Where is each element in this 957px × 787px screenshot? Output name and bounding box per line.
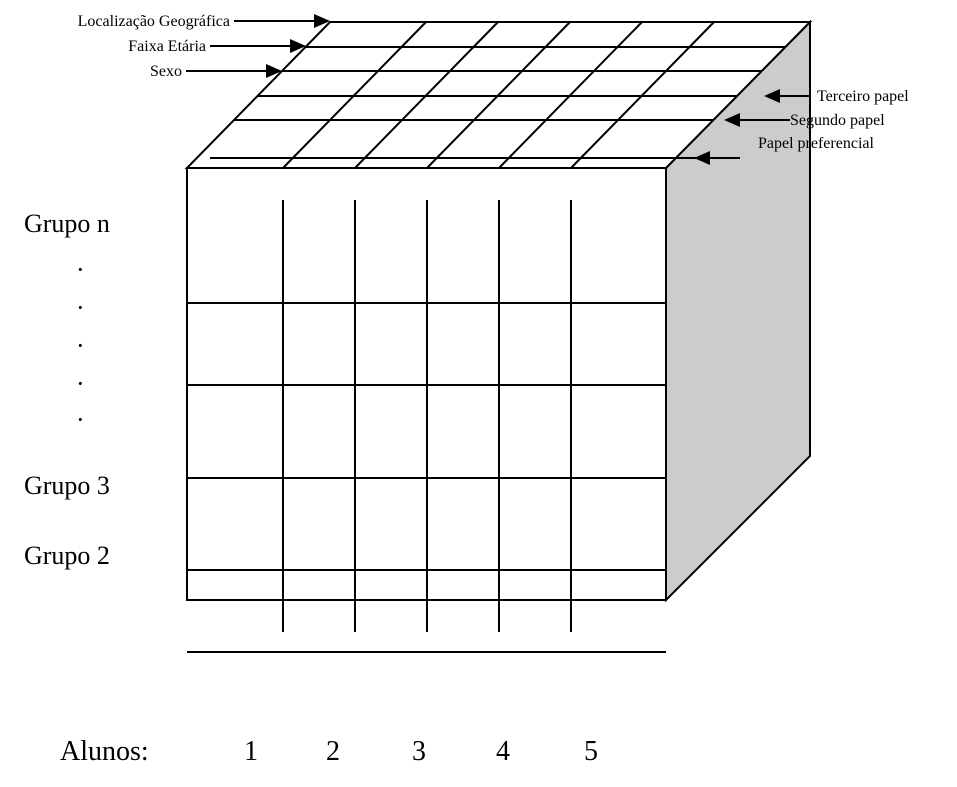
ellipsis-dot: · [76, 369, 85, 398]
ellipsis-dot: · [76, 293, 85, 322]
top-left-arrows [186, 14, 330, 78]
arrow-sex-head [266, 64, 282, 78]
label-group-n: Grupo n [24, 209, 110, 238]
label-sex: Sexo [150, 63, 182, 80]
label-geo: Localização Geográfica [78, 13, 230, 30]
top-grid-diagonal [426, 21, 571, 169]
label-second-role: Segundo papel [790, 112, 885, 129]
student-number: 3 [412, 736, 426, 767]
top-face-diagonal-lines [282, 21, 715, 169]
label-age: Faixa Etária [128, 38, 206, 55]
student-number: 4 [496, 736, 510, 767]
ellipsis-dot: · [76, 255, 85, 284]
arrow-age-head [290, 39, 306, 53]
arrow-third-head [764, 89, 780, 103]
top-grid-diagonal [570, 21, 715, 169]
arrow-preferred-head [694, 151, 710, 165]
student-number: 1 [244, 736, 258, 767]
ellipsis-dot: · [76, 405, 85, 434]
top-grid-diagonal [282, 21, 427, 169]
arrow-second-head [724, 113, 740, 127]
label-students: Alunos: [60, 736, 149, 767]
ellipsis-dot: · [76, 331, 85, 360]
student-number: 5 [584, 736, 598, 767]
top-grid-diagonal [354, 21, 499, 169]
student-number: 2 [326, 736, 340, 767]
label-group-3: Grupo 3 [24, 471, 110, 500]
front-face-vertical-lines [282, 200, 572, 632]
top-grid-diagonal [498, 21, 643, 169]
label-group-2: Grupo 2 [24, 541, 110, 570]
label-preferred-role: Papel preferencial [758, 135, 874, 152]
arrow-geo-head [314, 14, 330, 28]
label-third-role: Terceiro papel [817, 88, 909, 105]
right-arrows [694, 89, 810, 165]
